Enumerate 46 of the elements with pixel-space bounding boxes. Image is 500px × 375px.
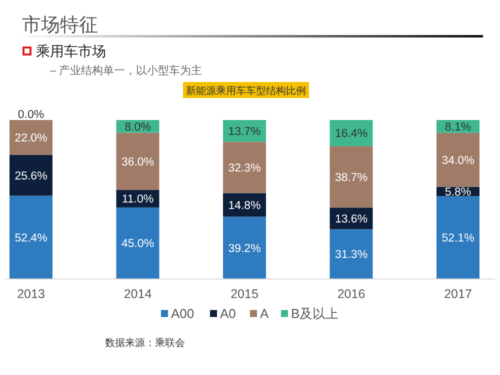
data-label: 22.0% (14, 132, 48, 144)
data-label: 31.3% (334, 249, 368, 262)
source-note: 数据来源：乘联会 (105, 337, 185, 349)
data-label: 52.4% (14, 232, 48, 244)
x-tick-label: 2014 (124, 287, 152, 301)
data-label: 14.8% (228, 200, 261, 212)
legend-label: A0 (220, 306, 236, 321)
data-label: 0.0% (18, 109, 44, 121)
legend-label: A00 (171, 306, 194, 321)
data-label: 36.0% (121, 156, 154, 168)
bar (116, 132, 160, 190)
x-tick-label: 2017 (444, 287, 472, 301)
text: 新能源乘用车车型结构比例 (186, 85, 306, 97)
legend-label: B及以上 (291, 306, 339, 321)
data-label: 39.2% (228, 242, 261, 255)
data-label: 34.0% (442, 154, 474, 167)
legend-label: A (260, 306, 269, 321)
data-label: 8.0% (124, 121, 151, 134)
data-label: 25.6% (14, 170, 48, 182)
text: – 产业结构单一，以小型车为主 (50, 64, 202, 77)
data-label: 38.7% (334, 172, 368, 184)
data-label: 13.7% (228, 126, 261, 138)
bar (436, 196, 480, 279)
x-tick-label: 2016 (337, 287, 366, 301)
bar (330, 146, 373, 208)
bar (330, 229, 373, 279)
bar (223, 142, 266, 194)
data-label: 11.0% (122, 194, 154, 206)
data-label: 32.3% (228, 162, 261, 174)
chart-title: 市场特征 (22, 14, 98, 36)
x-tick-label: 2015 (230, 287, 258, 301)
data-label: 13.6% (334, 213, 368, 226)
data-label: 8.1% (444, 121, 472, 134)
bar (10, 196, 52, 279)
data-label: 5.8% (444, 186, 472, 199)
data-label: 52.1% (442, 232, 474, 245)
bar (10, 120, 52, 155)
x-tick-label: 2013 (17, 287, 45, 301)
chart-subtitle: 乘用车市场 (36, 43, 106, 59)
bar (223, 216, 266, 279)
bar (116, 207, 160, 279)
data-label: 45.0% (121, 238, 154, 250)
bar (10, 154, 52, 196)
bar (436, 132, 480, 187)
data-label: 16.4% (334, 128, 368, 140)
bar (223, 120, 266, 142)
